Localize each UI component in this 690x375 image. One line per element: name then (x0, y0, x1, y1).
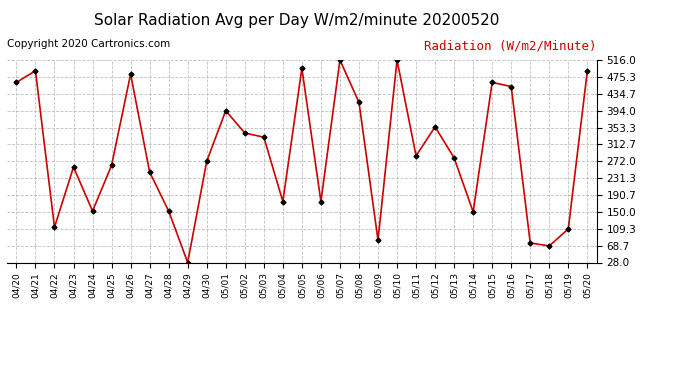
Text: Copyright 2020 Cartronics.com: Copyright 2020 Cartronics.com (7, 39, 170, 50)
Text: Solar Radiation Avg per Day W/m2/minute 20200520: Solar Radiation Avg per Day W/m2/minute … (94, 13, 500, 28)
Text: Radiation (W/m2/Minute): Radiation (W/m2/Minute) (424, 39, 597, 53)
